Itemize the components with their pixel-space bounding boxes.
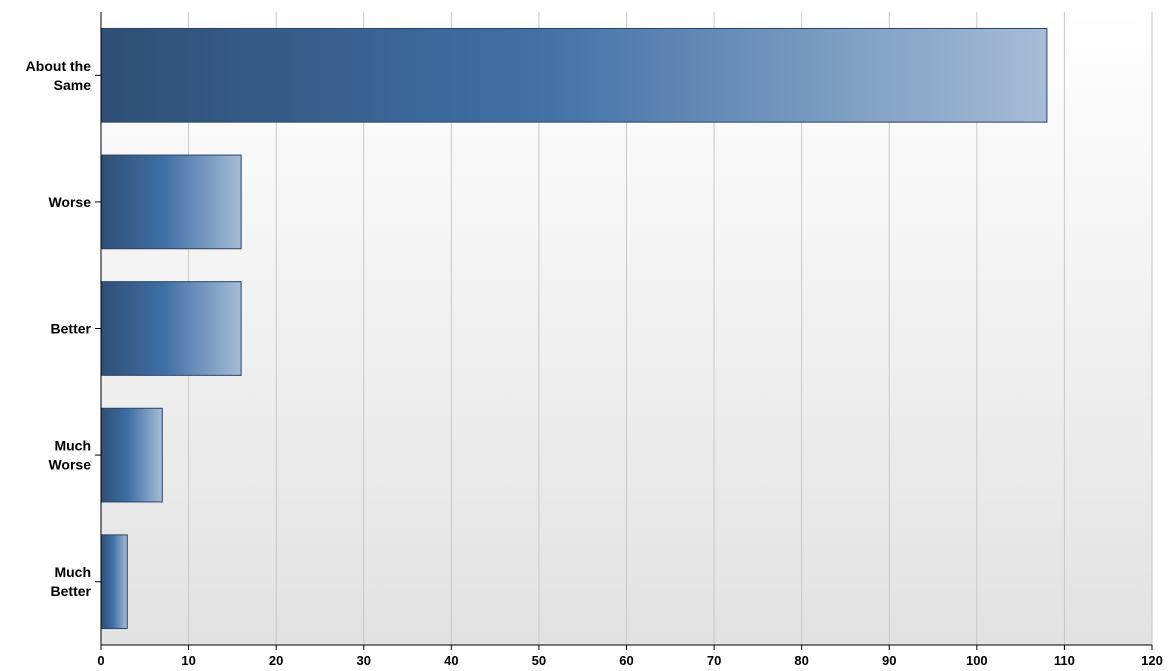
x-tick-label: 10: [181, 653, 195, 668]
x-tick-label: 20: [269, 653, 283, 668]
category-label-line: Same: [54, 77, 92, 93]
category-label-line: Much: [54, 564, 91, 580]
x-tick-label: 110: [1054, 653, 1075, 668]
x-tick-label: 30: [357, 653, 371, 668]
bar: [100, 154, 242, 250]
category-label: About the Same: [26, 58, 92, 93]
x-tick-label: 40: [444, 653, 458, 668]
x-tick-label: 0: [97, 653, 104, 668]
bar: [100, 281, 242, 376]
labels: 0 10 20 30 40 50 60 70 80 90 100 110 120 About the Sam…: [26, 58, 1163, 668]
bars: [100, 27, 1048, 630]
bar: [100, 407, 163, 503]
bar: [100, 534, 128, 630]
bar: [100, 27, 1048, 123]
category-label: Much Worse: [48, 438, 91, 473]
x-tick-label: 80: [794, 653, 808, 668]
x-tick-label: 90: [882, 653, 896, 668]
category-label: Worse: [48, 194, 91, 210]
x-tick-label: 60: [619, 653, 633, 668]
category-label-line: Worse: [48, 457, 91, 473]
category-label-line: Better: [51, 583, 92, 599]
category-label: Much Better: [51, 564, 92, 599]
category-label-line: About the: [26, 58, 92, 74]
axes: [95, 12, 1153, 650]
x-tick-label: 100: [966, 653, 988, 668]
category-label: Better: [51, 321, 92, 337]
x-tick-label: 70: [707, 653, 721, 668]
x-tick-label: 50: [532, 653, 546, 668]
category-label-line: Much: [54, 438, 91, 454]
category-label-line: Worse: [48, 194, 91, 210]
category-label-line: Better: [51, 321, 92, 337]
x-tick-label: 120: [1141, 653, 1163, 668]
